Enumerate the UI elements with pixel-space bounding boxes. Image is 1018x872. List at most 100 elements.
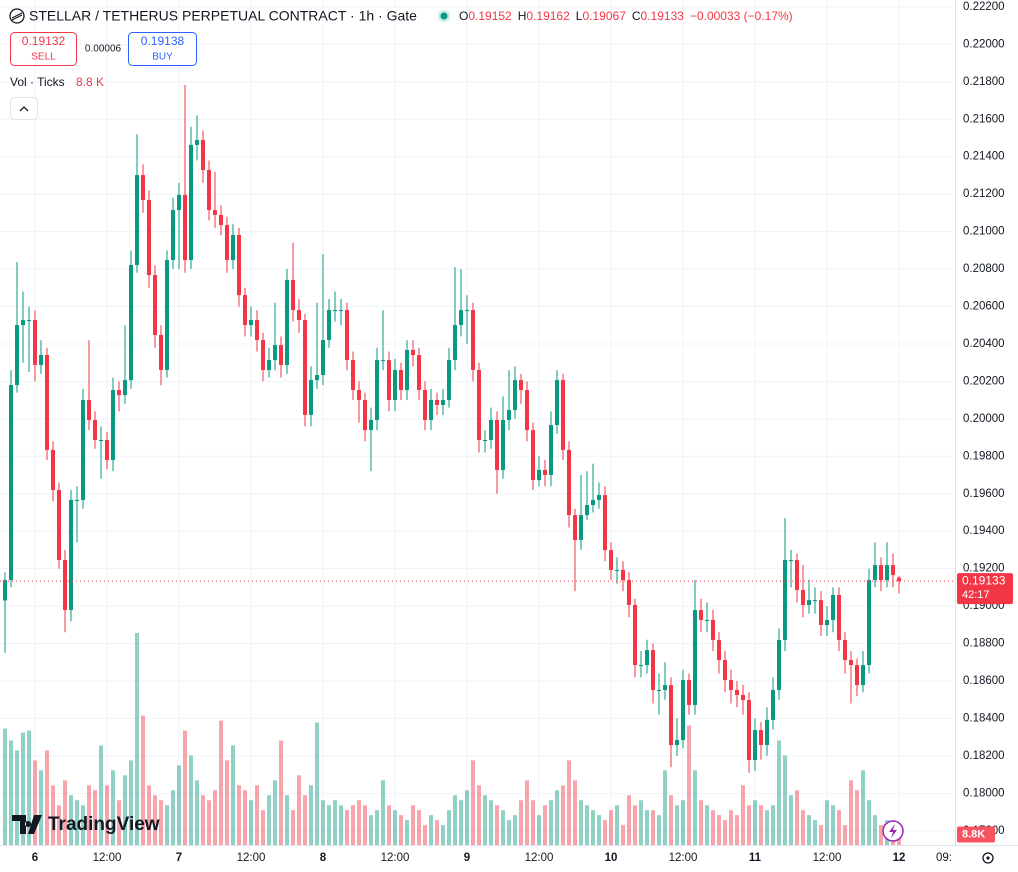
candle-body: [807, 600, 811, 605]
ohlc-legend: O0.19152 H0.19162 L0.19067 C0.19133 −0.00033…: [459, 9, 793, 23]
buy-price[interactable]: 0.19138: [141, 34, 185, 48]
volume-bar: [435, 820, 439, 845]
volume-bar: [483, 795, 487, 845]
collapse-button[interactable]: [10, 97, 38, 120]
y-tick-label: 0.22200: [963, 1, 1005, 13]
buy-label[interactable]: BUY: [152, 52, 173, 63]
volume-bar: [333, 800, 337, 845]
candle-body: [825, 619, 829, 625]
volume-bar: [723, 820, 727, 845]
x-tick-label: 12:00: [237, 852, 266, 864]
y-tick-label: 0.19200: [963, 563, 1005, 575]
volume-bar: [525, 780, 529, 845]
volume-bar: [675, 805, 679, 845]
collapse-icon[interactable]: [19, 106, 29, 112]
time-axis: [0, 845, 1018, 872]
brand-logo: [12, 815, 42, 834]
volume-bar: [261, 810, 265, 845]
volume-bar: [477, 785, 481, 845]
volume-bar: [57, 805, 61, 845]
candle-body: [555, 380, 559, 426]
volume-bar: [87, 785, 91, 845]
candle-body: [675, 739, 679, 746]
y-tick-label: 0.21200: [963, 188, 1005, 200]
volume-bar: [621, 825, 625, 845]
sell-button[interactable]: [10, 32, 77, 66]
volume-bar: [237, 785, 241, 845]
volume-legend-value: 8.8 K: [76, 75, 104, 89]
volume-bar: [141, 715, 145, 845]
volume-bar: [279, 740, 283, 845]
settings-icon-core: [986, 856, 990, 860]
volume-bar: [807, 815, 811, 845]
candle-body: [207, 170, 211, 211]
candle-body: [363, 399, 367, 431]
volume-bar: [21, 732, 25, 845]
settings-icon[interactable]: [982, 852, 994, 864]
candle-body: [81, 399, 85, 500]
candle-body: [537, 469, 541, 481]
y-tick-label: 0.18400: [963, 712, 1005, 724]
y-tick-label: 0.21800: [963, 76, 1005, 88]
volume-bar: [117, 800, 121, 845]
quick-action-icon[interactable]: [889, 824, 897, 838]
candle-body: [177, 194, 181, 211]
x-tick-label: 12:00: [525, 852, 554, 864]
candle-body: [711, 619, 715, 640]
x-tick-label: 12:00: [381, 852, 410, 864]
candle-body: [75, 499, 79, 501]
y-tick-label: 0.18600: [963, 675, 1005, 687]
volume-bar: [327, 805, 331, 845]
candle-body: [453, 325, 457, 361]
volume-bar: [777, 740, 781, 845]
candle-body: [741, 695, 745, 701]
candle-body: [813, 600, 817, 602]
volume-bar: [297, 775, 301, 845]
volume-bar: [129, 760, 133, 845]
y-tick-label: 0.20200: [963, 375, 1005, 387]
candle-body: [321, 340, 325, 376]
volume-bar: [177, 765, 181, 845]
volume-bar: [3, 728, 7, 845]
grid: [0, 0, 955, 845]
buy-button[interactable]: [128, 32, 197, 66]
candle-body: [33, 319, 37, 365]
volume-bar: [291, 810, 295, 845]
volume-bar: [273, 780, 277, 845]
sell-label[interactable]: SELL: [31, 52, 56, 63]
candle-body: [105, 440, 109, 461]
candle-body: [579, 515, 583, 540]
volume-bar: [549, 800, 553, 845]
candle-body: [393, 369, 397, 400]
candle-body: [525, 390, 529, 431]
volume-bar: [867, 800, 871, 845]
volume-bar: [411, 805, 415, 845]
x-tick-label: 12:00: [669, 852, 698, 864]
candle-body: [237, 234, 241, 296]
candle-body: [159, 334, 163, 370]
candle-body: [309, 380, 313, 415]
candle-body: [225, 225, 229, 261]
volume-bar: [735, 815, 739, 845]
candle-body: [849, 660, 853, 666]
sell-price[interactable]: 0.19132: [22, 34, 66, 48]
volume-bar: [717, 815, 721, 845]
candle-body: [369, 419, 373, 431]
volume-bar: [645, 810, 649, 845]
volume-bar: [747, 805, 751, 845]
volume-bar: [267, 795, 271, 845]
volume-bar: [657, 815, 661, 845]
volume-bar: [69, 795, 73, 845]
candle-body: [507, 410, 511, 420]
y-tick-label: 0.20400: [963, 338, 1005, 350]
candle-body: [303, 319, 307, 415]
volume-bar: [849, 780, 853, 845]
candle-body: [183, 194, 187, 261]
candle-body: [273, 345, 277, 361]
candle-body: [837, 595, 841, 640]
candle-body: [477, 369, 481, 441]
volume-bar: [339, 805, 343, 845]
candle-body: [651, 650, 655, 690]
candle-body: [783, 560, 787, 640]
